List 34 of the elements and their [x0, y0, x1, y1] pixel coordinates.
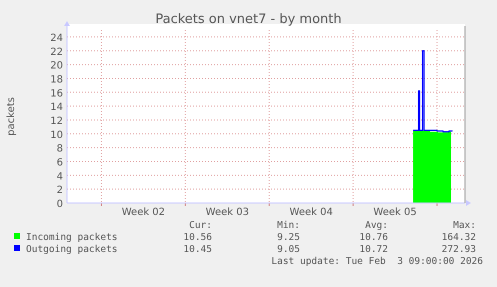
y-axis-title: packets: [6, 97, 17, 136]
text: Last update: Tue Feb 3 09:00:00 2026: [271, 256, 484, 267]
y-tick-label: 12: [50, 116, 63, 127]
text: Min:: [277, 220, 300, 231]
y-tick-label: 18: [50, 74, 63, 86]
text: 10.56: [183, 232, 212, 243]
text: 10.45: [183, 244, 212, 255]
y-tick-label: 22: [50, 46, 63, 58]
text: 9.05: [277, 244, 300, 255]
chart-title: Packets on vnet7 - by month: [155, 12, 342, 27]
y-tick-label: 24: [50, 32, 63, 44]
y-tick-label: 0: [56, 199, 63, 210]
y-tick-label: 14: [50, 102, 63, 114]
x-tick-label: Week 04: [290, 207, 333, 218]
text: 9.25: [277, 232, 300, 243]
y-tick-label: 4: [56, 171, 63, 182]
y-tick-label: 16: [50, 88, 63, 100]
y-tick-label: 8: [56, 144, 63, 155]
y-tick-label: 6: [56, 157, 63, 168]
text: 164.32: [442, 232, 476, 243]
text: Cur:: [189, 220, 212, 231]
legend-label: Outgoing packets: [26, 244, 118, 255]
y-tick-label: 20: [50, 60, 63, 72]
text: 10.76: [359, 232, 388, 243]
text: Max:: [453, 220, 476, 231]
x-tick-label: Week 02: [122, 207, 166, 218]
x-tick-label: Week 03: [206, 207, 249, 218]
text: 272.93: [442, 244, 476, 255]
y-tick-label: 10: [50, 130, 63, 141]
text: Avg:: [365, 220, 388, 231]
text: 10.72: [359, 244, 388, 255]
y-tick-label: 2: [56, 185, 63, 196]
legend-label: Incoming packets: [26, 232, 118, 243]
x-tick-label: Week 05: [373, 207, 417, 218]
